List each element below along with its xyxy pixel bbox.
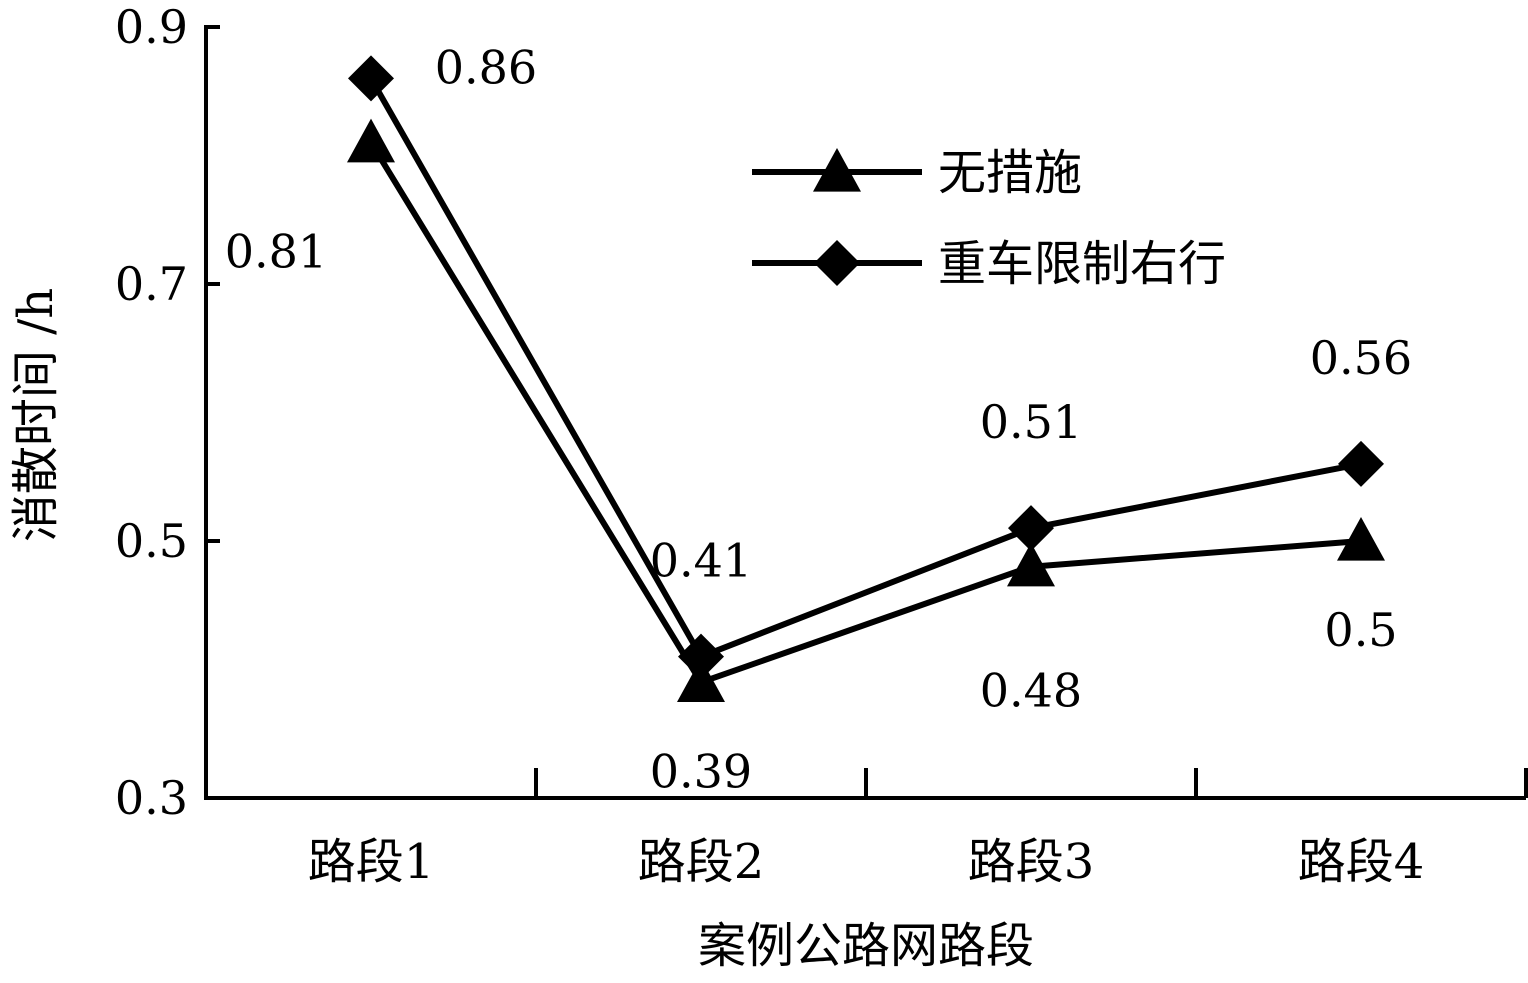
data-label: 0.56 xyxy=(1310,331,1412,385)
data-label: 0.5 xyxy=(1324,603,1397,657)
data-label: 0.39 xyxy=(650,744,752,798)
x-axis-ticks: 路段1 路段2 路段3 路段4 xyxy=(308,768,1528,890)
legend-item: 无措施 xyxy=(752,145,1082,201)
data-point-triangle xyxy=(677,658,725,703)
series-triangle xyxy=(347,118,1385,703)
data-label: 0.86 xyxy=(435,40,537,94)
data-point-triangle xyxy=(1007,542,1055,587)
data-point-diamond xyxy=(348,55,394,102)
legend-marker-diamond xyxy=(814,240,860,286)
y-axis-title: 消散时间 /h xyxy=(8,288,64,542)
data-label: 0.41 xyxy=(650,534,752,588)
data-point-triangle xyxy=(1337,517,1385,561)
series-line xyxy=(368,141,1362,686)
x-tick-label: 路段3 xyxy=(968,834,1095,890)
x-tick-label: 路段4 xyxy=(1298,834,1425,890)
y-tick-label: 0.7 xyxy=(115,257,188,311)
series-line xyxy=(368,76,1362,660)
axes: 0.3 0.5 0.7 0.9 路段1 路段2 路段3 路段4 xyxy=(115,0,1528,890)
series-diamond xyxy=(348,55,1384,680)
legend-label: 无措施 xyxy=(938,145,1082,201)
data-label: 0.51 xyxy=(980,395,1082,449)
legend-marker-triangle xyxy=(813,148,861,192)
data-label: 0.81 xyxy=(225,225,327,279)
x-axis-title: 案例公路网路段 xyxy=(698,918,1034,974)
data-point-diamond xyxy=(678,633,724,680)
y-axis-ticks: 0.3 0.5 0.7 0.9 xyxy=(115,0,220,825)
y-tick-label: 0.9 xyxy=(115,0,188,54)
data-point-triangle xyxy=(347,118,395,163)
data-point-diamond xyxy=(1338,440,1384,487)
y-tick-label: 0.3 xyxy=(115,771,188,825)
data-labels: 0.81 0.39 0.48 0.5 0.86 0.41 0.51 0.56 xyxy=(225,40,1412,798)
x-tick-label: 路段1 xyxy=(308,834,435,890)
data-point-diamond xyxy=(1008,505,1054,552)
data-label: 0.48 xyxy=(980,664,1082,718)
x-tick-label: 路段2 xyxy=(638,834,765,890)
series-layer xyxy=(347,55,1385,703)
y-tick-label: 0.5 xyxy=(115,514,188,568)
legend-item: 重车限制右行 xyxy=(752,236,1226,292)
legend-label: 重车限制右行 xyxy=(938,236,1226,292)
